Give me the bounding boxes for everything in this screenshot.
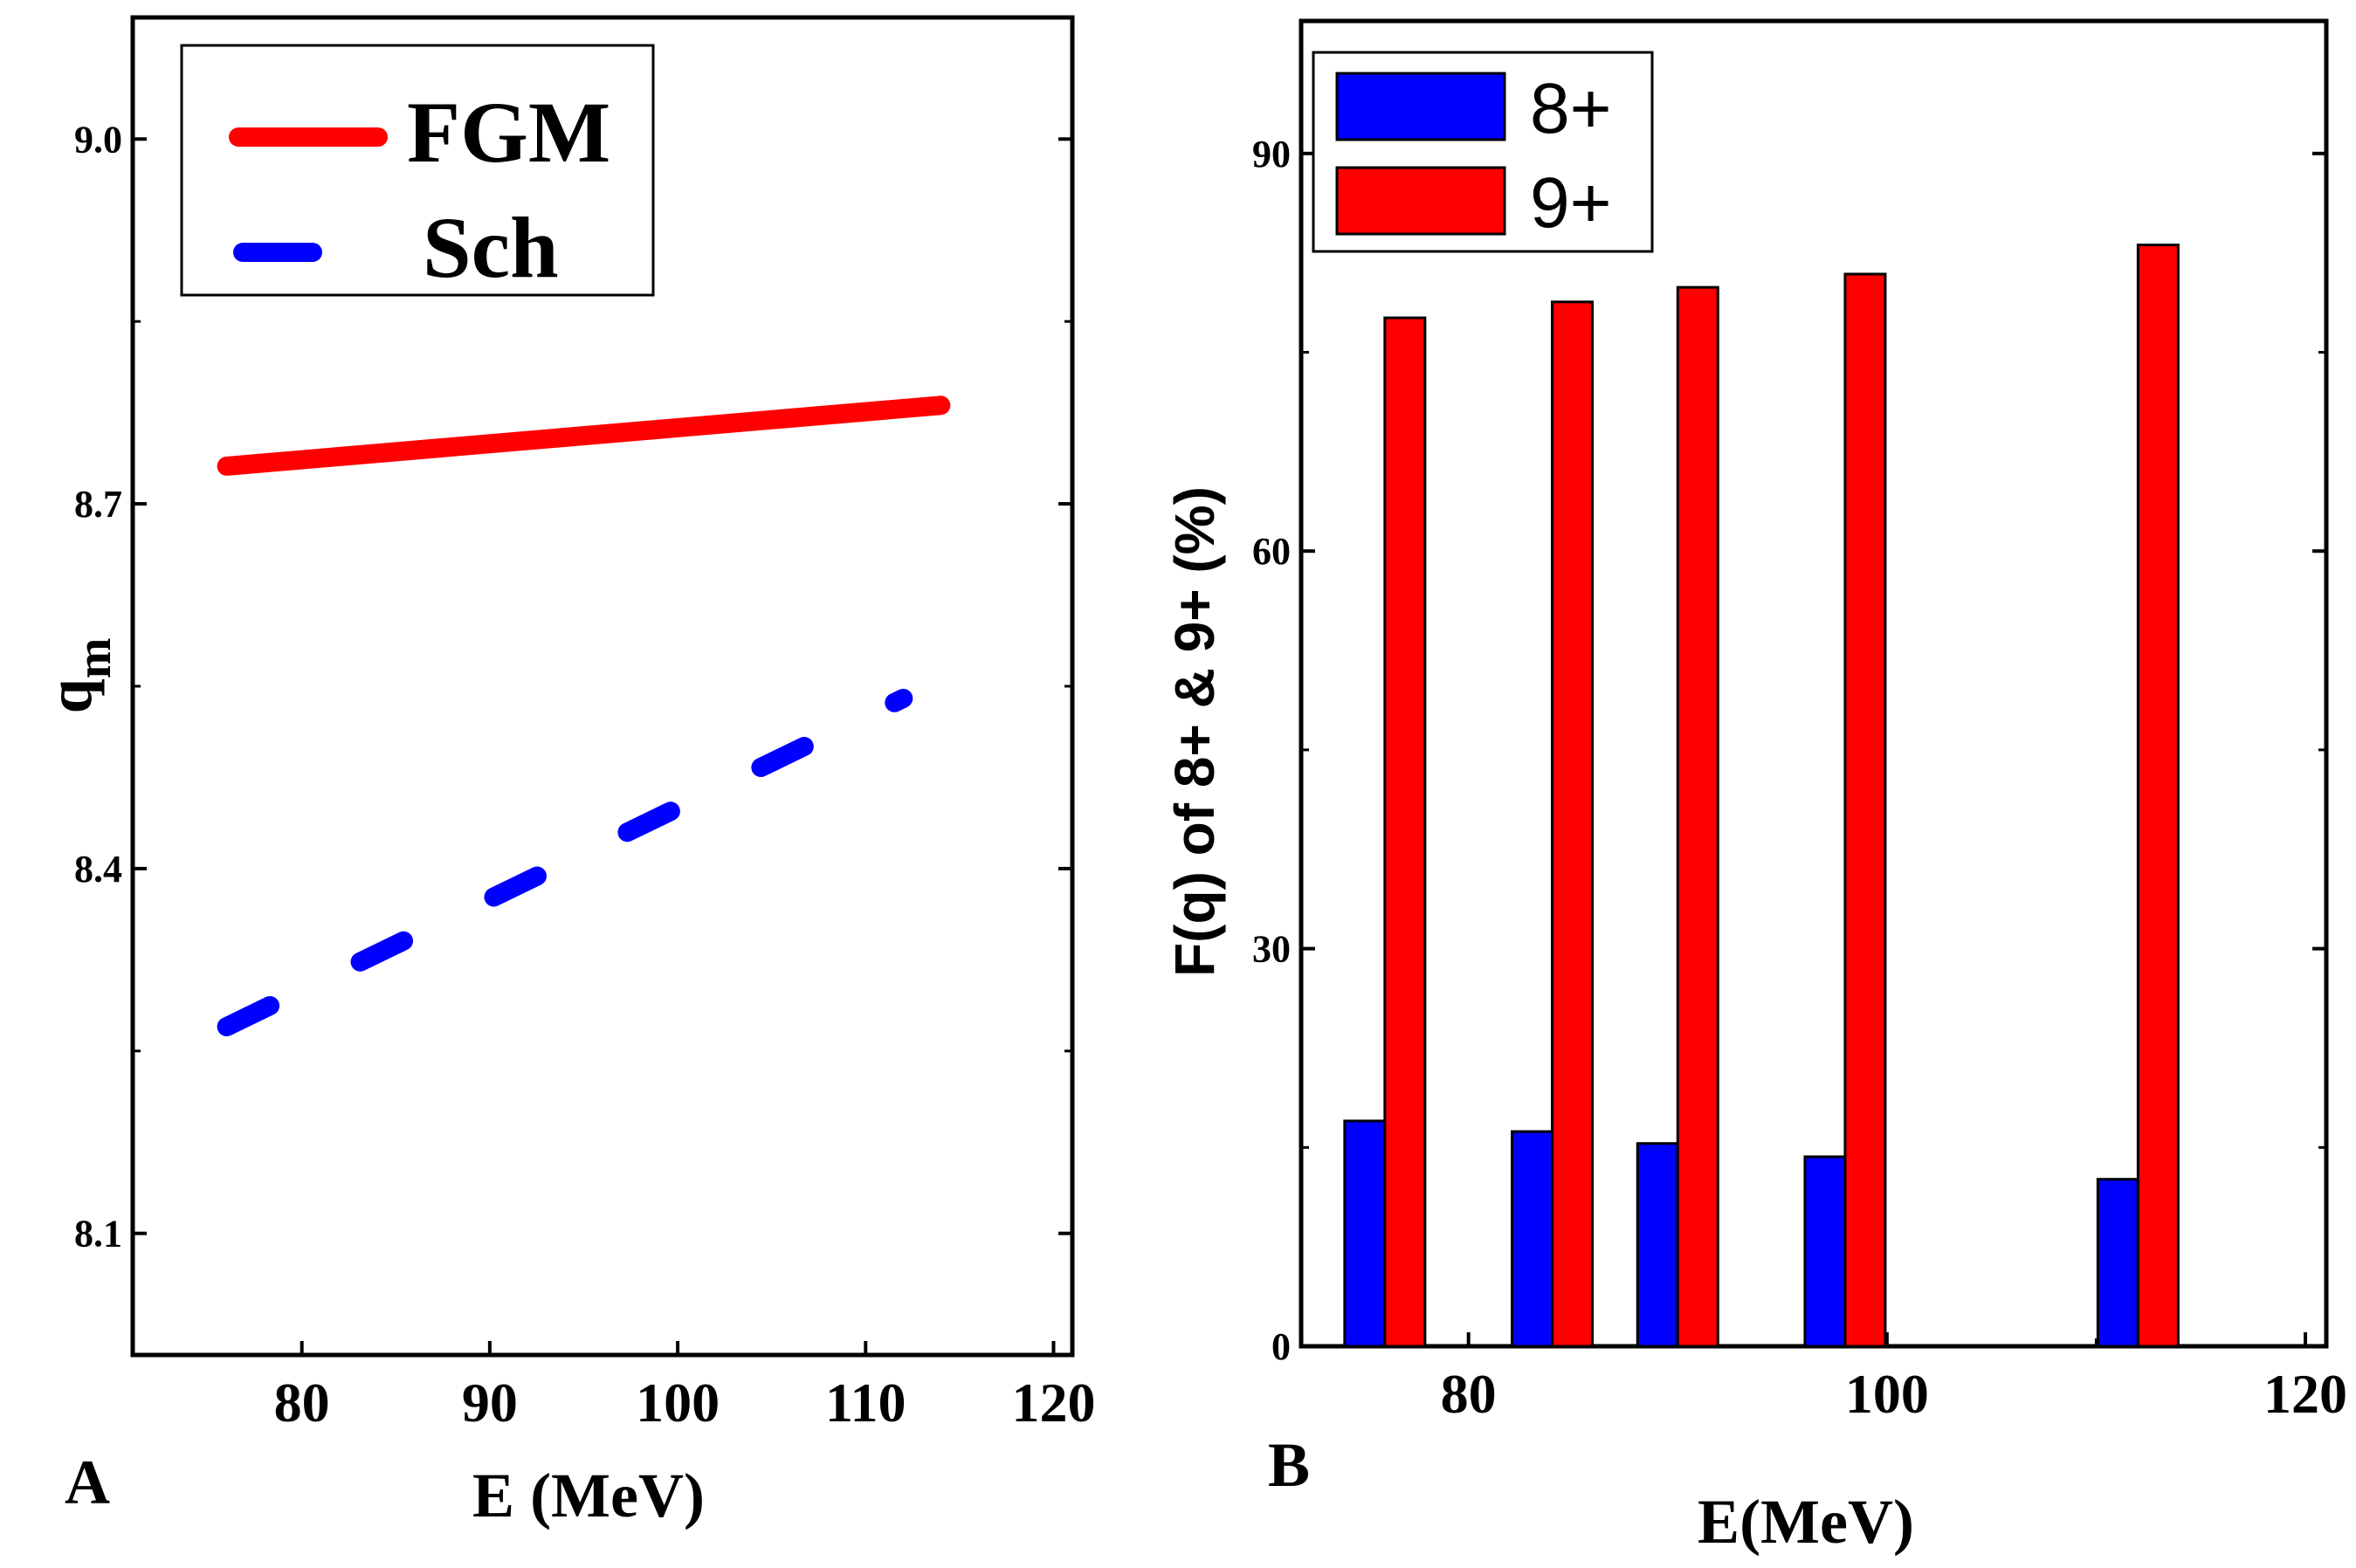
svg-text:qm: qm bbox=[35, 638, 121, 714]
panel-a-label: A bbox=[65, 1448, 110, 1517]
panel-b-y-axis-title: F(q) of 8+ & 9+ (%) bbox=[1163, 486, 1226, 977]
bar-8plus bbox=[2096, 1178, 2139, 1348]
bar-9plus bbox=[1676, 285, 1719, 1348]
panel-b-x-tick-label: 120 bbox=[2263, 1363, 2347, 1425]
panel-a-x-axis-title: E (MeV) bbox=[472, 1461, 705, 1530]
panel-b-bar-chart: 0 30 60 90 80 100 120 8+ 9+ E(MeV) F(q) of 8+… bbox=[1163, 18, 2347, 1557]
panel-a-y-axis-title: qm bbox=[35, 638, 121, 714]
panel-a-y-tick-label: 9.0 bbox=[74, 118, 122, 161]
panel-a-x-tick-label: 100 bbox=[636, 1372, 720, 1434]
series-fgm-line bbox=[217, 395, 951, 476]
legend-8plus-label: 8+ bbox=[1530, 69, 1612, 148]
legend-sch-label: Sch bbox=[423, 199, 559, 296]
panel-a-x-tick-label: 110 bbox=[825, 1372, 906, 1434]
panel-a-line-chart: 8.1 8.4 8.7 9.0 80 90 100 110 120 FGM Sch E (Me… bbox=[35, 15, 1095, 1530]
bar-8plus bbox=[1636, 1142, 1679, 1348]
legend-9plus-swatch bbox=[1335, 166, 1506, 236]
panel-b-y-tick-label: 90 bbox=[1252, 133, 1291, 175]
bar-8plus bbox=[1511, 1130, 1554, 1348]
panel-a-y-tick-label: 8.7 bbox=[74, 483, 122, 526]
legend-8plus-swatch bbox=[1335, 72, 1506, 141]
panel-a-x-tick-label: 90 bbox=[462, 1372, 518, 1434]
bar-8plus bbox=[1803, 1155, 1847, 1348]
panel-a-y-tick-label: 8.4 bbox=[74, 848, 122, 891]
bar-9plus bbox=[1843, 272, 1887, 1348]
panel-a-y-axis-title-sub: m bbox=[67, 638, 121, 679]
panel-b-x-tick-label: 100 bbox=[1845, 1363, 1929, 1425]
bar-9plus bbox=[2136, 244, 2180, 1348]
panel-b-label: B bbox=[1268, 1430, 1310, 1500]
panel-b-y-tick-label: 0 bbox=[1271, 1325, 1291, 1368]
panel-a-x-tick-label: 120 bbox=[1011, 1372, 1095, 1434]
panel-a-x-tick-label: 80 bbox=[274, 1372, 330, 1434]
legend-fgm-label: FGM bbox=[407, 84, 610, 181]
panel-b-y-tick-label: 30 bbox=[1252, 928, 1291, 971]
panel-a-y-tick-label: 8.1 bbox=[74, 1213, 122, 1255]
panel-b-y-tick-label: 60 bbox=[1252, 530, 1291, 573]
panel-b-x-tick-label: 80 bbox=[1441, 1363, 1497, 1425]
panel-a-y-axis-title-main: q bbox=[35, 678, 105, 713]
panel-b-x-axis-title: E(MeV) bbox=[1698, 1487, 1914, 1557]
legend-9plus-label: 9+ bbox=[1530, 163, 1612, 243]
bar-9plus bbox=[1383, 316, 1427, 1348]
bar-9plus bbox=[1551, 300, 1595, 1348]
series-sch-line bbox=[217, 688, 913, 1036]
bar-8plus bbox=[1343, 1119, 1387, 1348]
